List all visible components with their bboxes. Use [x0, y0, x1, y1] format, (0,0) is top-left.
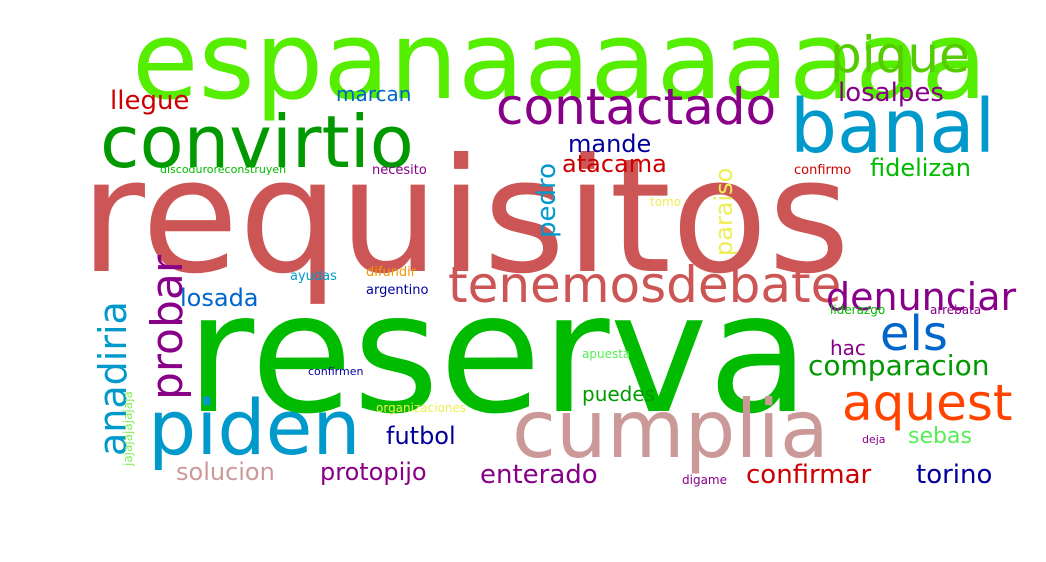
- word-requisitos: requisitos: [80, 125, 851, 309]
- word-futbol: futbol: [386, 422, 456, 450]
- word-confirmar: confirmar: [746, 460, 872, 490]
- word-digame: digame: [682, 473, 727, 487]
- word-tomo: tomo: [650, 195, 682, 209]
- word-contactado: contactado: [496, 78, 777, 136]
- word-els: els: [880, 306, 948, 362]
- word-necesito: necesito: [372, 163, 427, 178]
- word-confirmen: confirmen: [308, 365, 364, 378]
- word-mande: mande: [568, 130, 652, 158]
- word-deja: deja: [862, 433, 886, 446]
- word-convirtio: convirtio: [100, 100, 414, 184]
- word-pique: pique: [830, 26, 970, 84]
- word-protopijo: protopijo: [320, 458, 427, 486]
- word-organizaciones: organizaciones: [376, 401, 467, 415]
- word-comparacion: comparacion: [808, 349, 990, 382]
- word-arrebata: arrebata: [930, 303, 982, 317]
- word-piden: piden: [148, 383, 361, 472]
- word-discoduroreconstruyen: discoduroreconstruyen: [160, 163, 287, 176]
- word-cumplia: cumplia: [512, 383, 829, 476]
- word-ayudas: ayudas: [290, 269, 337, 284]
- word-espanaaaaaaaa: espanaaaaaaaa: [132, 0, 988, 124]
- word-confirmo: confirmo: [794, 163, 852, 178]
- word-marcan: marcan: [336, 82, 412, 106]
- word-paraiso: paraiso: [710, 167, 738, 256]
- word-sebas: sebas: [908, 424, 972, 449]
- word-llegue: llegue: [110, 86, 190, 116]
- word-pedro: pedro: [532, 162, 562, 238]
- word-jajajajajajaja: jajajajajajaja: [121, 391, 135, 466]
- word-liderazgo: liderazgo: [830, 303, 886, 317]
- word-apuesta: apuesta: [582, 347, 631, 361]
- word-fidelizan: fidelizan: [870, 154, 971, 182]
- word-atacama: atacama: [562, 150, 667, 178]
- word-reserva: reserva: [186, 258, 810, 451]
- word-aquest: aquest: [842, 374, 1013, 432]
- word-losalpes: losalpes: [838, 78, 944, 108]
- word-probar: probar: [142, 255, 193, 400]
- word-losada: losada: [180, 284, 259, 312]
- word-tenemosdebate: tenemosdebate: [448, 256, 842, 314]
- word-banal: banal: [790, 84, 996, 170]
- word-argentino: argentino: [366, 283, 429, 298]
- word-difundir: difundir: [366, 265, 417, 280]
- word-enterado: enterado: [480, 460, 598, 490]
- word-denunciar: denunciar: [826, 275, 1017, 319]
- word-hac: hac: [830, 336, 866, 360]
- word-puedes: puedes: [582, 382, 656, 406]
- word-solucion: solucion: [176, 458, 275, 486]
- word-torino: torino: [916, 460, 993, 490]
